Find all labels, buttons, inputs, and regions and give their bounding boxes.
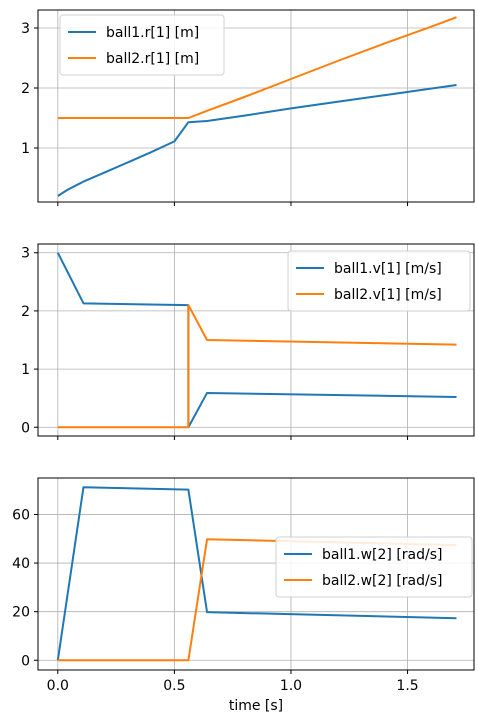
y-tick-label: 40 — [12, 556, 30, 572]
y-tick-label: 20 — [12, 605, 30, 621]
y-tick-label: 0 — [21, 420, 30, 436]
y-tick-label: 3 — [21, 21, 30, 37]
series-line-1 — [57, 84, 457, 197]
legend: ball1.w[2] [rad/s] ball2.w[2] [rad/s] — [275, 536, 473, 598]
series-group — [56, 252, 457, 429]
legend-label: ball1.w[2] [rad/s] — [322, 547, 443, 563]
subplot-1: 1 2 3 ball1.r[1] [m] ball2.r[1] [m] — [21, 9, 475, 206]
legend-box — [275, 536, 473, 598]
series-line-2 — [57, 304, 457, 429]
x-tick-label: 0.0 — [47, 678, 69, 694]
axes-frame — [37, 477, 475, 671]
x-tick-label: 0.5 — [163, 678, 185, 694]
y-tick-label: 60 — [12, 507, 30, 523]
x-axis-label: time [s] — [229, 698, 283, 714]
legend: ball1.r[1] [m] ball2.r[1] [m] — [59, 14, 225, 76]
y-tick-label: 2 — [21, 304, 30, 320]
legend-box — [287, 250, 471, 312]
y-tick-label: 3 — [21, 246, 30, 262]
legend: ball1.v[1] [m/s] ball2.v[1] [m/s] — [287, 250, 471, 312]
subplot-2: 0 1 2 3 ball1.v[1] [m/s] ball2.v[1] [m/s] — [21, 243, 475, 440]
legend-label: ball2.w[2] [rad/s] — [322, 573, 443, 589]
y-tick-label: 2 — [21, 81, 30, 97]
series-line-1 — [56, 486, 457, 661]
x-tick-label: 1.0 — [280, 678, 302, 694]
series-group — [57, 16, 457, 197]
legend-label: ball2.v[1] [m/s] — [334, 287, 442, 303]
y-tick-label: 1 — [21, 141, 30, 157]
axes-frame — [37, 9, 475, 203]
legend-label: ball1.v[1] [m/s] — [334, 261, 442, 277]
y-tick-label: 1 — [21, 362, 30, 378]
series-line-2 — [57, 16, 457, 119]
y-tick-label: 0 — [21, 653, 30, 669]
legend-label: ball2.r[1] [m] — [106, 51, 199, 67]
axes-frame — [37, 243, 475, 437]
x-tick-label: 1.5 — [396, 678, 418, 694]
legend-label: ball1.r[1] [m] — [106, 25, 199, 41]
legend-box — [59, 14, 225, 76]
